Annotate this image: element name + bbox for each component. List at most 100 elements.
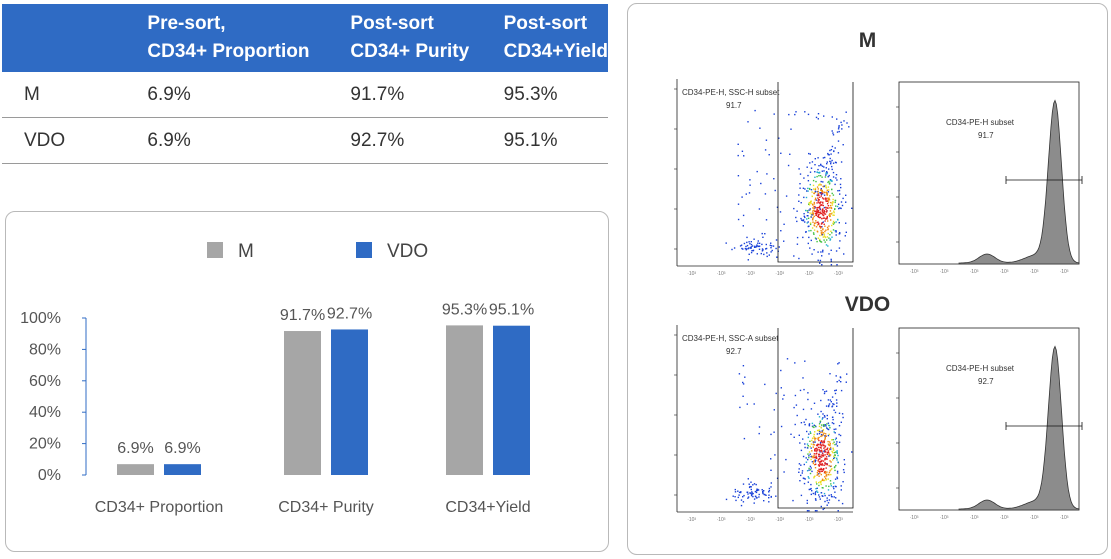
scatter-dot — [819, 461, 821, 463]
scatter-dot — [832, 223, 835, 225]
scatter-dot — [808, 230, 810, 232]
scatter-dot — [836, 402, 838, 404]
scatter-dot — [819, 468, 822, 471]
scatter-dot — [734, 488, 736, 491]
cell-purity: 92.7% — [350, 117, 504, 164]
scatter-dot — [824, 424, 826, 426]
scatter-dot — [829, 204, 832, 207]
scatter-dot — [825, 475, 828, 477]
scatter-dot — [834, 208, 836, 210]
scatter-dot — [818, 165, 820, 167]
scatter-dot — [812, 207, 814, 209]
scatter-dot — [823, 206, 826, 209]
scatter-dot — [832, 451, 834, 454]
scatter-dot — [822, 443, 824, 445]
scatter-dot — [755, 489, 758, 492]
scatter-dot — [751, 493, 753, 496]
scatter-dot — [815, 491, 817, 493]
bar-m-0 — [117, 464, 154, 475]
scatter-dot — [801, 470, 804, 472]
scatter-dot — [829, 182, 831, 184]
scatter-dot — [754, 495, 757, 497]
scatter-dot — [828, 494, 830, 497]
scatter-dot — [824, 494, 826, 497]
scatter-dot — [820, 467, 822, 470]
scatter-dot — [740, 504, 743, 507]
scatter-dot — [827, 191, 830, 193]
scatter-dot — [826, 418, 828, 420]
scatter-dot — [770, 486, 772, 488]
scatter-dot — [798, 194, 800, 196]
scatter-dot — [829, 157, 831, 160]
scatter-dot — [830, 260, 832, 262]
scatter-dot — [823, 440, 826, 442]
scatter-dot — [824, 176, 827, 178]
scatter-dot — [826, 236, 829, 238]
scatter-dot — [817, 443, 820, 446]
scatter-dot — [725, 498, 728, 501]
scatter-dot — [823, 479, 826, 481]
scatter-dot — [793, 207, 795, 210]
scatter-dot — [835, 428, 837, 430]
scatter-dot — [827, 451, 830, 454]
scatter-dot — [839, 232, 841, 234]
cell-purity: 91.7% — [350, 72, 504, 118]
scatter-dot — [753, 238, 755, 240]
scatter-dot — [766, 255, 768, 258]
scatter-dot — [818, 475, 820, 477]
scatter-dot — [817, 197, 819, 199]
scatter-dot — [762, 492, 764, 495]
scatter-dot — [799, 183, 801, 185]
scatter-dot — [758, 496, 760, 498]
scatter-dot — [758, 432, 760, 435]
scatter-dot — [747, 121, 749, 123]
scatter-dot — [814, 237, 817, 239]
scatter-dot — [822, 433, 825, 435]
scatter-dot — [828, 189, 830, 191]
scatter-dot — [752, 484, 754, 486]
scatter-dot — [828, 452, 830, 455]
scatter-dot — [827, 197, 829, 199]
scatter-dot — [817, 113, 820, 115]
scatter-dot — [826, 193, 829, 195]
scatter-dot — [836, 451, 838, 453]
scatter-dot — [813, 426, 815, 429]
scatter-dot — [762, 491, 764, 494]
scatter-dot — [817, 209, 820, 212]
scatter-dot — [841, 204, 844, 207]
scatter-dot — [738, 373, 741, 375]
scatter-dot — [836, 205, 839, 208]
flow-title-vdo: VDO — [844, 293, 891, 316]
scatter-dot — [807, 458, 809, 461]
scatter-dot — [750, 243, 753, 246]
y-tick-label: 60% — [29, 373, 61, 390]
scatter-dot — [740, 491, 742, 493]
scatter-dot — [810, 493, 812, 496]
scatter-dot — [811, 253, 813, 255]
scatter-dot — [845, 231, 847, 233]
scatter-dot — [809, 212, 811, 214]
scatter-dot — [814, 498, 817, 500]
scatter-dot — [748, 192, 751, 194]
scatter-dot — [830, 219, 832, 221]
scatter-dot — [819, 192, 821, 194]
scatter-dot — [813, 188, 815, 190]
scatter-dot — [763, 500, 765, 502]
scatter-dot — [803, 215, 805, 217]
scatter-dot — [821, 495, 823, 497]
scatter-dot — [750, 247, 752, 249]
scatter-dot — [814, 467, 817, 469]
scatter-dot — [839, 207, 841, 209]
scatter-dot — [819, 446, 822, 449]
scatter-dot — [780, 230, 782, 232]
scatter-dot — [831, 468, 833, 470]
scatter-dot — [819, 442, 822, 444]
scatter-dot — [827, 181, 829, 184]
legend-swatch-m — [207, 242, 223, 258]
scatter-dot — [761, 243, 763, 246]
scatter-dot — [796, 236, 799, 239]
scatter-dot — [773, 409, 775, 411]
scatter-dot — [836, 459, 838, 461]
scatter-dot — [836, 441, 838, 443]
scatter-dot — [846, 122, 848, 124]
